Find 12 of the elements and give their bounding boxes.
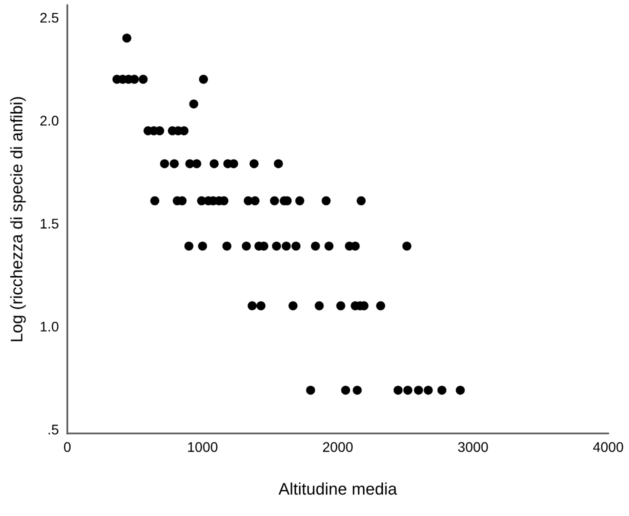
x-tick-label: 0 — [64, 442, 71, 452]
x-tick-label: 4000 — [593, 442, 624, 452]
x-axis-title: Altitudine media — [278, 482, 398, 495]
y-tick-label: 1.0 — [40, 322, 58, 332]
y-tick-label: 2.0 — [40, 116, 58, 126]
x-tick-label: 3000 — [458, 442, 488, 452]
y-axis-title: Log (ricchezza di specie di anfibi) — [10, 97, 26, 342]
y-tick-label: .5 — [48, 424, 58, 434]
x-tick-label: 1000 — [188, 442, 218, 452]
x-tick-label: 2000 — [323, 442, 353, 452]
y-tick-label: 1.5 — [40, 218, 58, 229]
y-tick-label: 2.5 — [40, 12, 58, 23]
